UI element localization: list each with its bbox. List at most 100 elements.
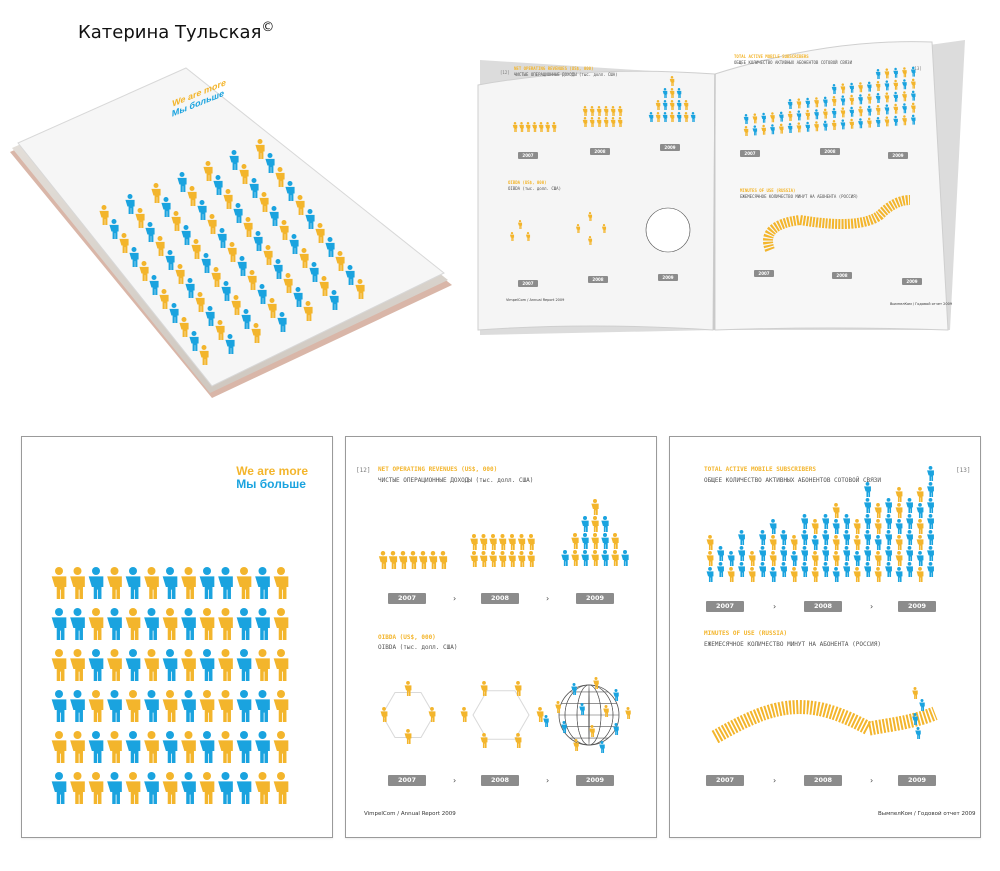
cover-mockup-person-icon: [305, 209, 315, 229]
cover-mockup-person-icon: [99, 205, 109, 225]
subscriber-person-icon: [927, 482, 934, 497]
author-name: Катерина Тульская: [78, 22, 262, 43]
subscriber-person-icon: [822, 562, 829, 577]
subscriber-person-icon: [843, 514, 850, 529]
cover-person-icon: [144, 772, 159, 804]
revenues-infographic: [378, 499, 631, 753]
revenue-2007-person-icon: [428, 551, 438, 569]
subscriber-person-icon: [895, 567, 903, 582]
subscriber-person-icon: [717, 546, 724, 561]
cover-person-icon: [70, 731, 85, 763]
subscriber-person-icon: [853, 551, 861, 566]
oibda-2009-person-icon: [573, 739, 579, 751]
cover-person-icon: [70, 649, 85, 681]
spread-mockup-page-number-right: [13]: [912, 66, 922, 71]
spread-mockup-person-icon: [617, 106, 623, 116]
cover-title-en: We are more: [236, 464, 308, 478]
cover-mockup-person-icon: [165, 250, 175, 270]
spread-mockup-person-icon: [884, 92, 890, 103]
spread-mockup-person-icon: [532, 122, 537, 132]
cover-person-icon: [218, 731, 233, 763]
spread-mockup-person-icon: [761, 112, 766, 123]
revenue-2008-person-icon: [527, 551, 535, 567]
year-label-2007-revenues: 2007: [388, 593, 426, 604]
spread-mockup-person-icon: [676, 100, 682, 110]
cover-mockup-person-icon: [175, 264, 185, 284]
cover-mockup-person-icon: [205, 306, 215, 326]
cover-person-icon: [273, 608, 289, 640]
spread-mockup-person-icon: [610, 106, 616, 116]
revenue-2009-person-icon: [591, 499, 599, 515]
revenue-2008-person-icon: [489, 551, 497, 567]
subscriber-person-icon: [769, 519, 777, 534]
oibda-2009-person-icon: [613, 689, 619, 701]
spread-mockup-person-icon: [822, 96, 828, 107]
subscriber-person-icon: [874, 551, 882, 566]
cover-mockup-person-icon: [259, 192, 269, 212]
subscriber-person-icon: [822, 514, 829, 529]
revenue-2009-person-icon: [591, 550, 599, 566]
oibda-2007-person-icon: [428, 707, 436, 722]
spread-mockup-person-icon: [910, 114, 916, 125]
section-subscribers-ru: ОБЩЕЕ КОЛИЧЕСТВО АКТИВНЫХ АБОНЕНТОВ СОТО…: [704, 477, 882, 484]
spread-mockup-person-icon: [822, 120, 828, 131]
cover-mockup-person-icon: [151, 183, 161, 203]
cover-person-icon: [107, 772, 122, 804]
cover-person-icon: [144, 567, 159, 599]
spread-mockup-footer-right: ВымпелКом / Годовой отчет 2009: [890, 302, 953, 306]
page-number-right: [13]: [956, 467, 971, 474]
revenues-page-panel: [12] NET OPERATING REVENUES (US$, 000) Ч…: [345, 436, 657, 838]
subscriber-person-icon: [874, 567, 882, 582]
cover-mockup-person-icon: [185, 278, 195, 298]
oibda-2009-person-icon: [571, 683, 577, 695]
revenue-2009-person-icon: [601, 533, 609, 549]
spread-mockup-section2-ru: OIBDA (тыс. долл. США): [508, 186, 561, 191]
subscriber-person-icon: [759, 562, 766, 577]
spread-mockup-section1-en: NET OPERATING REVENUES (US$, 000): [514, 66, 594, 71]
subscriber-person-icon: [748, 551, 756, 566]
spread-mockup-person-icon: [866, 93, 872, 104]
subscriber-person-icon: [769, 567, 777, 582]
subscriber-person-icon: [927, 530, 934, 545]
spread-mockup-person-icon: [884, 104, 890, 115]
revenue-2008-person-icon: [508, 534, 516, 550]
subscriber-person-icon: [895, 487, 903, 502]
spread-mockup-person-icon: [743, 126, 749, 136]
spread-mockup-person-icon: [866, 81, 872, 92]
cover-mockup-person-icon: [325, 237, 335, 257]
cover-mockup-person-icon: [315, 223, 325, 243]
spread-mockup-person-icon: [910, 78, 916, 89]
subscriber-person-icon: [927, 466, 934, 481]
spread-mockup-person-icon: [893, 103, 898, 114]
cover-person-icon: [88, 649, 104, 681]
subscriber-person-icon: [727, 551, 735, 566]
spread-mockup-left-content: [12] NET OPERATING REVENUES (US$, 000) Ч…: [500, 62, 725, 322]
spread-mockup-person-icon: [831, 96, 837, 106]
section-revenues-ru: ЧИСТЫЕ ОПЕРАЦИОННЫЕ ДОХОДЫ (тыс. долл. С…: [378, 477, 534, 484]
subscriber-person-icon: [769, 551, 777, 566]
cover-mockup-person-icon: [329, 290, 339, 310]
cover-person-icon: [255, 608, 270, 640]
cover-mockup-figures: [99, 139, 365, 365]
cover-mockup-person-icon: [319, 276, 329, 296]
cover-mockup-person-icon: [225, 334, 235, 354]
spread-mockup-person-icon: [596, 117, 602, 127]
cover-person-icon: [51, 567, 67, 599]
spread-mockup-person-icon: [669, 112, 675, 122]
cover-mockup-person-icon: [195, 292, 205, 312]
spread-mockup-person-icon: [662, 88, 668, 98]
subscriber-person-icon: [748, 567, 756, 582]
subscriber-person-icon: [738, 546, 745, 561]
oibda-2009-person-icon: [613, 723, 619, 735]
cover-mockup-person-icon: [215, 320, 225, 340]
cover-mockup-person-icon: [129, 247, 139, 267]
section-oibda-ru: OIBDA (тыс. долл. США): [378, 644, 458, 651]
subscriber-person-icon: [759, 530, 766, 545]
subscriber-person-icon: [843, 546, 850, 561]
subscriber-person-icon: [885, 530, 892, 545]
arrow-icon: ›: [870, 776, 874, 785]
revenue-2009-person-icon: [601, 550, 609, 566]
spread-mockup-person-icon: [893, 115, 898, 126]
spread-mockup-person-icon: [589, 106, 595, 116]
cover-mockup-person-icon: [289, 234, 299, 254]
